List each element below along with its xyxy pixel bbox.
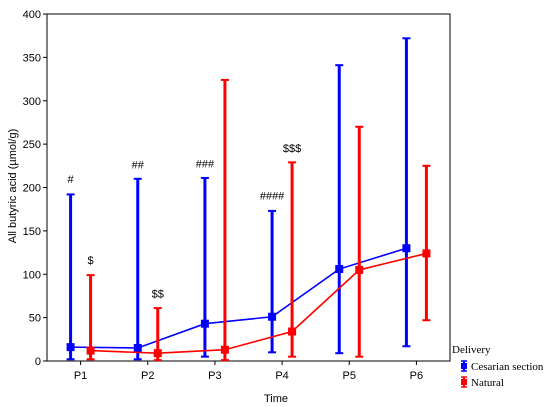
y-tick-label: 150 <box>23 226 41 238</box>
x-tick-label: P3 <box>208 370 221 382</box>
data-point <box>268 312 277 321</box>
y-tick-label: 350 <box>23 52 41 64</box>
legend-label: Cesarian section <box>471 361 544 373</box>
y-tick-label: 300 <box>23 96 41 108</box>
legend-title: Delivery <box>452 344 491 356</box>
data-point <box>402 244 411 253</box>
x-axis-title: Time <box>264 393 288 405</box>
x-tick-label: P5 <box>343 370 356 382</box>
x-tick-label: P6 <box>410 370 423 382</box>
y-tick-label: 100 <box>23 269 41 281</box>
legend-swatch-marker <box>461 363 467 369</box>
series-line <box>90 252 427 354</box>
significance-annotation: #### <box>260 191 285 203</box>
plot-area: 0 50 100 150 200 250 300 350 400 P1 P2 P3 P4 P5 P6 # $ ##… <box>23 9 451 382</box>
series-line <box>70 247 407 349</box>
data-point <box>335 265 344 274</box>
data-point <box>355 265 364 274</box>
significance-annotation: ### <box>196 159 215 171</box>
x-tick-label: P4 <box>275 370 288 382</box>
y-axis-title: All butyric acid (µmol/g) <box>7 129 19 244</box>
legend-swatch-marker <box>461 379 467 385</box>
data-point <box>66 343 75 352</box>
y-tick-label: 200 <box>23 183 41 195</box>
significance-annotation: $$ <box>152 289 164 301</box>
x-tick-label: P1 <box>74 370 87 382</box>
significance-annotation: $ <box>88 255 94 267</box>
y-tick-label: 250 <box>23 139 41 151</box>
legend-label: Natural <box>471 377 504 389</box>
series-cesarian-section <box>66 37 411 361</box>
series-natural <box>86 78 431 362</box>
data-point <box>153 349 162 358</box>
data-point <box>86 346 95 355</box>
y-tick-label: 0 <box>35 356 41 368</box>
significance-annotation: # <box>68 174 75 186</box>
significance-annotation: ## <box>132 159 145 171</box>
data-point <box>220 345 229 354</box>
data-point <box>133 343 142 352</box>
y-tick-label: 400 <box>23 9 41 21</box>
legend: Delivery Cesarian section Natural <box>452 344 544 389</box>
data-point <box>422 249 431 258</box>
data-point <box>288 327 297 336</box>
x-tick-label: P2 <box>141 370 154 382</box>
significance-annotation: $$$ <box>283 143 301 155</box>
data-point <box>200 319 209 328</box>
y-tick-label: 50 <box>29 313 41 325</box>
